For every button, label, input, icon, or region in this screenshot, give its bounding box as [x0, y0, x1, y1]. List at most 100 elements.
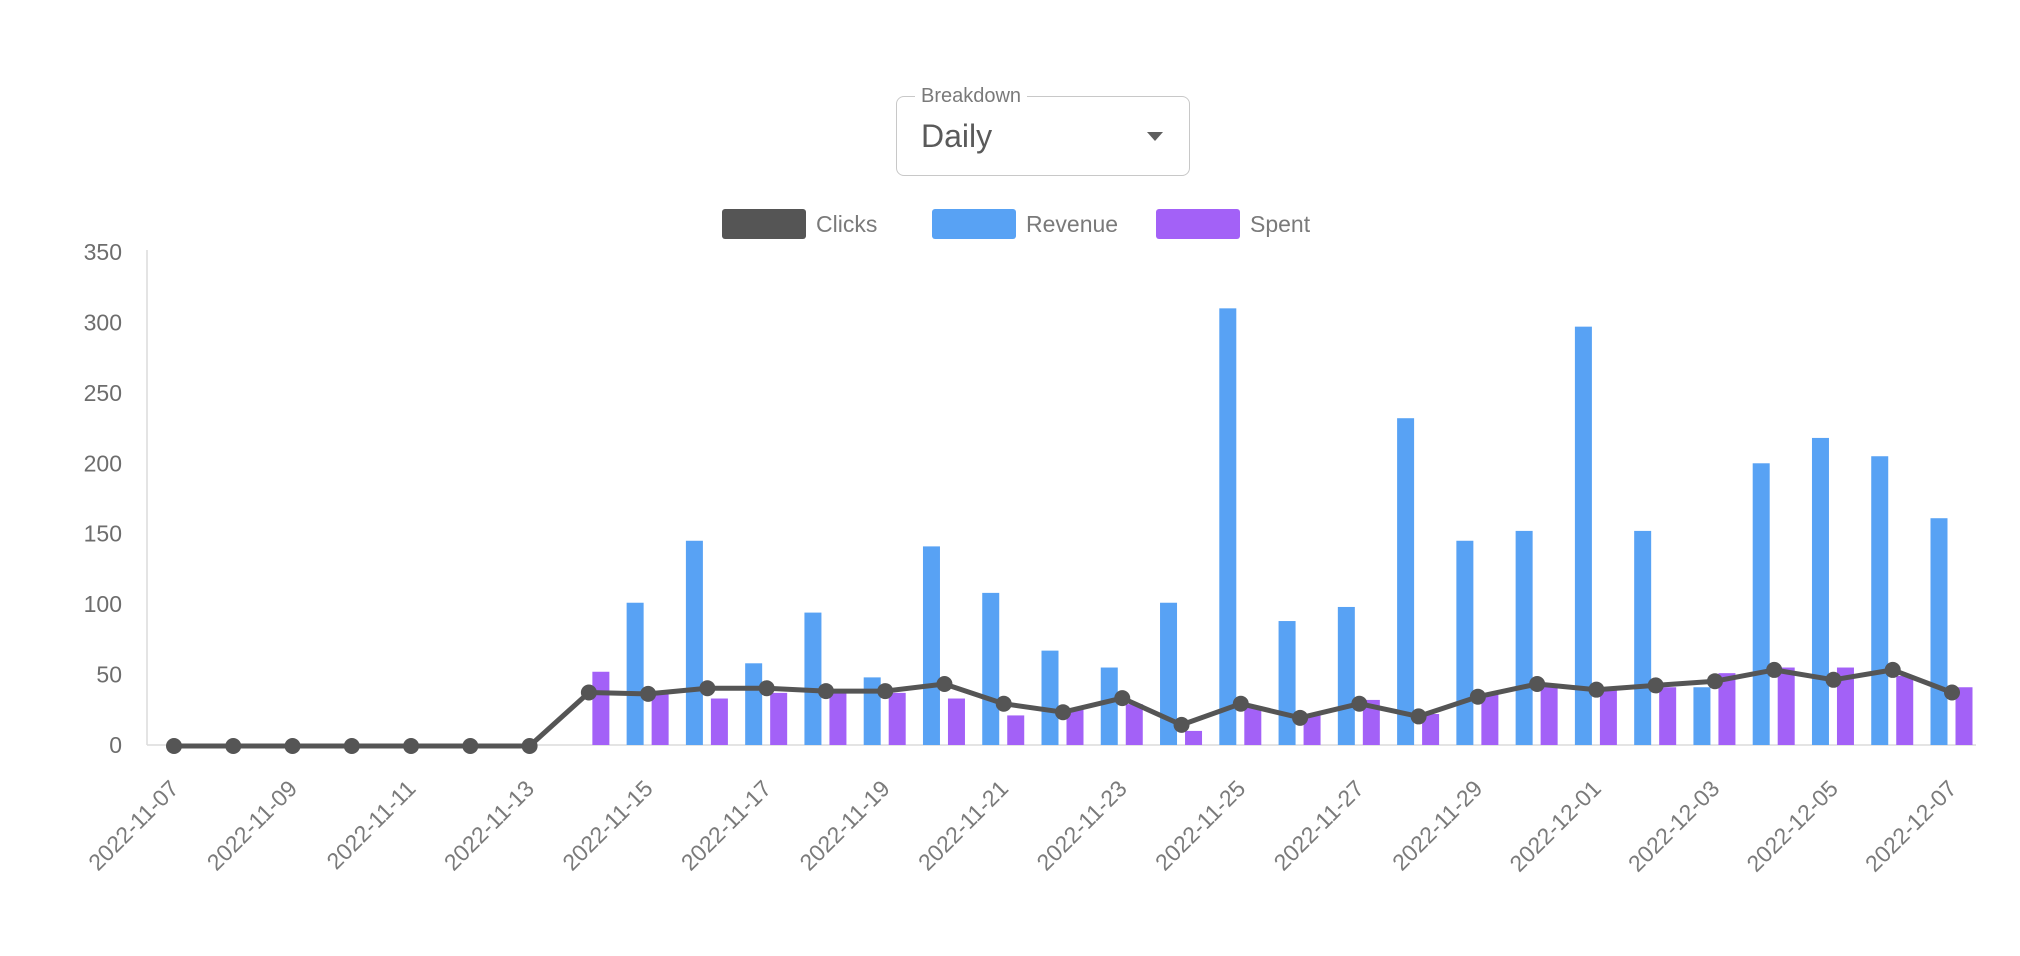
clicks-point [1055, 704, 1071, 721]
x-tick-label: 2022-12-07 [1860, 775, 1962, 877]
x-tick-label: 2022-11-19 [794, 775, 894, 875]
caret-down-icon [1147, 132, 1163, 141]
revenue-bar [1456, 540, 1474, 745]
clicks-point [1884, 661, 1901, 678]
clicks-point [1292, 709, 1309, 726]
revenue-bar [1041, 650, 1059, 745]
spent-bar [770, 692, 788, 745]
x-tick-label: 2022-12-05 [1741, 775, 1843, 877]
spent-bar [1955, 687, 1973, 745]
x-tick-label: 2022-11-13 [439, 775, 539, 875]
breakdown-value: Daily [921, 118, 993, 154]
clicks-point [462, 738, 479, 754]
spent-bar [888, 692, 906, 745]
spent-bar [651, 691, 669, 745]
clicks-point [1706, 673, 1723, 690]
spent-bar [947, 698, 965, 745]
y-tick-label: 350 [84, 239, 122, 265]
revenue-bar [1693, 687, 1711, 745]
clicks-point [1944, 684, 1960, 701]
legend-swatch-clicks [722, 209, 806, 239]
revenue-bar [1337, 606, 1355, 745]
clicks-point [1351, 695, 1368, 712]
clicks-point [1529, 676, 1546, 693]
breakdown-select[interactable]: Breakdown Daily [896, 84, 1190, 176]
legend-swatch-revenue [932, 209, 1016, 239]
revenue-bar [1219, 308, 1237, 745]
clicks-point [877, 683, 894, 700]
x-tick-label: 2022-11-09 [202, 775, 302, 875]
clicks-point [699, 680, 716, 697]
revenue-bar [1397, 418, 1415, 745]
spent-bar [592, 671, 610, 745]
clicks-point [1173, 716, 1190, 733]
x-tick-label: 2022-12-01 [1504, 775, 1606, 877]
clicks-point [817, 683, 834, 700]
revenue-bar [1574, 326, 1592, 745]
clicks-point [640, 685, 657, 702]
clicks-point [1410, 708, 1427, 725]
clicks-point [284, 738, 301, 754]
legend-label-revenue: Revenue [1026, 211, 1119, 237]
clicks-point [580, 684, 597, 701]
revenue-bar [1811, 437, 1829, 745]
x-tick-label: 2022-11-11 [321, 775, 420, 874]
spent-bar [1659, 687, 1677, 745]
revenue-bar [685, 540, 703, 745]
spent-bar [1718, 673, 1736, 745]
y-tick-label: 50 [96, 662, 122, 688]
spent-bar [1303, 715, 1321, 745]
revenue-bar [1278, 621, 1296, 745]
y-tick-label: 150 [84, 521, 122, 547]
spent-bar [1836, 667, 1854, 745]
x-tick-label: 2022-11-07 [83, 775, 183, 875]
clicks-point [521, 738, 538, 754]
revenue-bar [804, 612, 822, 745]
revenue-bar [863, 677, 881, 745]
revenue-bar [1515, 530, 1533, 745]
clicks-point [995, 695, 1012, 712]
revenue-bar [1160, 602, 1178, 745]
spent-bar [1481, 692, 1499, 745]
revenue-bar [1100, 667, 1118, 745]
revenue-bar [745, 663, 763, 745]
chart-legend: Clicks Revenue Spent [0, 207, 2020, 241]
clicks-point [343, 738, 360, 754]
revenue-bar [1752, 463, 1770, 745]
revenue-bar [1930, 518, 1948, 745]
x-tick-label: 2022-11-27 [1268, 775, 1368, 875]
revenue-bar [982, 592, 1000, 745]
clicks-point [1114, 690, 1131, 707]
revenue-bar [626, 602, 644, 745]
spent-bar [1007, 715, 1025, 745]
clicks-point [1766, 661, 1783, 678]
legend-label-spent: Spent [1250, 211, 1311, 237]
x-tick-label: 2022-11-15 [557, 775, 657, 875]
y-tick-label: 300 [84, 309, 122, 335]
breakdown-label: Breakdown [915, 84, 1028, 108]
clicks-point [1647, 677, 1664, 694]
x-tick-label: 2022-11-23 [1031, 775, 1131, 875]
clicks-point [1825, 671, 1842, 688]
revenue-bar [922, 546, 940, 745]
x-tick-label: 2022-11-25 [1150, 775, 1250, 875]
spent-bar [1066, 708, 1084, 745]
spent-bar [1244, 706, 1262, 745]
y-tick-label: 0 [109, 732, 122, 758]
spent-bar [710, 698, 728, 745]
clicks-point [1232, 695, 1249, 712]
x-tick-label: 2022-11-17 [676, 775, 776, 875]
legend-label-clicks: Clicks [816, 211, 878, 237]
clicks-point [758, 680, 775, 697]
clicks-point [1469, 688, 1486, 705]
spent-bar [1896, 675, 1914, 745]
spent-bar [1362, 699, 1380, 745]
clicks-point [1588, 681, 1605, 698]
spent-bar [1422, 714, 1440, 745]
spent-bar [1540, 685, 1558, 745]
spent-bar [1125, 704, 1143, 745]
revenue-bar [1634, 530, 1652, 745]
y-tick-label: 100 [84, 591, 122, 617]
spent-bar [1777, 667, 1795, 745]
